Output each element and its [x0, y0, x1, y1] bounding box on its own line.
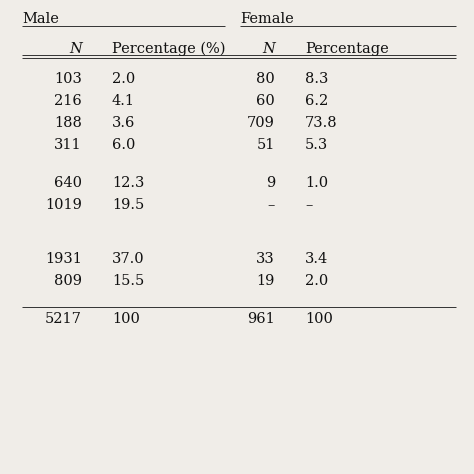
Text: 6.0: 6.0 — [112, 138, 136, 152]
Text: 1931: 1931 — [45, 252, 82, 266]
Text: 5217: 5217 — [45, 312, 82, 326]
Text: 216: 216 — [54, 94, 82, 108]
Text: 60: 60 — [256, 94, 275, 108]
Text: 100: 100 — [305, 312, 333, 326]
Text: Percentage: Percentage — [305, 42, 389, 56]
Text: 2.0: 2.0 — [112, 72, 135, 86]
Text: 6.2: 6.2 — [305, 94, 328, 108]
Text: 19: 19 — [256, 274, 275, 288]
Text: 51: 51 — [256, 138, 275, 152]
Text: 1.0: 1.0 — [305, 176, 328, 190]
Text: 640: 640 — [54, 176, 82, 190]
Text: 3.4: 3.4 — [305, 252, 328, 266]
Text: 19.5: 19.5 — [112, 198, 144, 212]
Text: 709: 709 — [247, 116, 275, 130]
Text: 3.6: 3.6 — [112, 116, 136, 130]
Text: Female: Female — [240, 12, 294, 26]
Text: N: N — [262, 42, 275, 56]
Text: 12.3: 12.3 — [112, 176, 145, 190]
Text: 100: 100 — [112, 312, 140, 326]
Text: Percentage (%): Percentage (%) — [112, 42, 226, 56]
Text: 5.3: 5.3 — [305, 138, 328, 152]
Text: 188: 188 — [54, 116, 82, 130]
Text: –: – — [268, 198, 275, 212]
Text: 80: 80 — [256, 72, 275, 86]
Text: 9: 9 — [266, 176, 275, 190]
Text: N: N — [69, 42, 82, 56]
Text: Male: Male — [22, 12, 59, 26]
Text: 73.8: 73.8 — [305, 116, 337, 130]
Text: –: – — [305, 198, 312, 212]
Text: 15.5: 15.5 — [112, 274, 144, 288]
Text: 33: 33 — [256, 252, 275, 266]
Text: 37.0: 37.0 — [112, 252, 145, 266]
Text: 103: 103 — [54, 72, 82, 86]
Text: 4.1: 4.1 — [112, 94, 135, 108]
Text: 2.0: 2.0 — [305, 274, 328, 288]
Text: 1019: 1019 — [45, 198, 82, 212]
Text: 311: 311 — [55, 138, 82, 152]
Text: 809: 809 — [54, 274, 82, 288]
Text: 8.3: 8.3 — [305, 72, 328, 86]
Text: 961: 961 — [247, 312, 275, 326]
